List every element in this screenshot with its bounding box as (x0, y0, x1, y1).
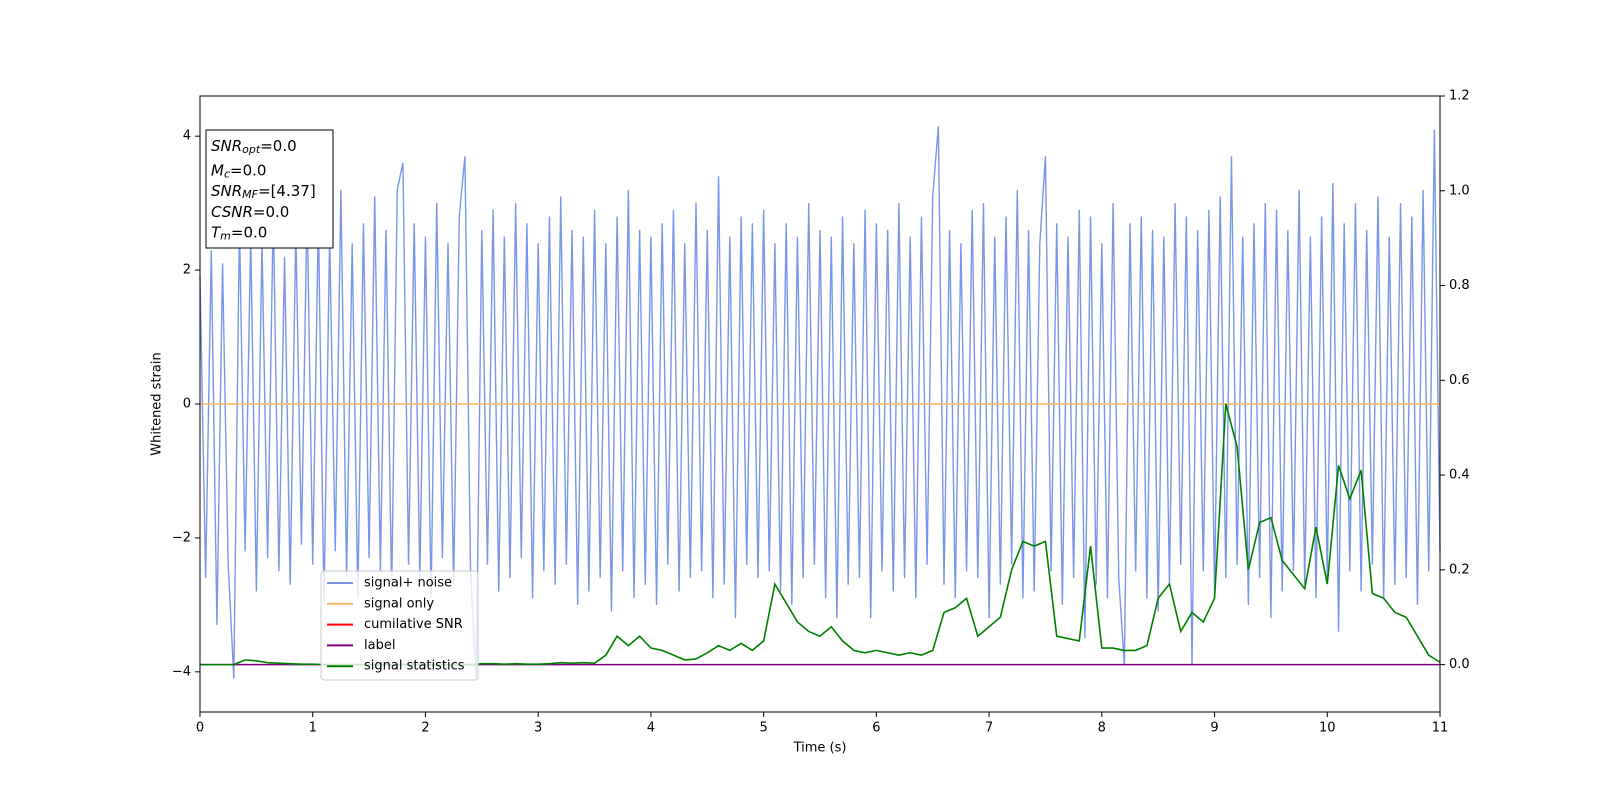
annotation-text: =0.0 (231, 223, 267, 241)
annotation-base: SNR (211, 182, 242, 200)
annotation: Tm=0.0 (211, 223, 267, 243)
x-tick-label: 8 (1098, 721, 1106, 736)
y2-tick-label: 0.8 (1449, 278, 1470, 293)
x-tick-label: 9 (1210, 721, 1218, 736)
annotation-sub: opt (242, 143, 261, 156)
annotation-sub: c (224, 168, 230, 181)
y-tick-label: 2 (183, 263, 191, 278)
x-tick-label: 6 (872, 721, 880, 736)
legend-label: signal only (364, 596, 434, 611)
y-axis-label: Whitened strain (150, 352, 165, 455)
y-tick-label: 4 (183, 129, 191, 144)
annotation-box (205, 129, 334, 249)
x-axis-label: Time (s) (793, 741, 847, 756)
y-tick-label: −4 (172, 664, 191, 679)
x-tick-label: 3 (534, 721, 542, 736)
legend-label: signal statistics (364, 659, 465, 674)
annotation-sub: m (220, 229, 231, 242)
annotation: SNRMF=[4.37] (211, 182, 316, 202)
annotation: SNRopt=0.0 (211, 137, 297, 157)
y2-tick-label: 1.0 (1449, 183, 1470, 198)
x-tick-label: 0 (196, 721, 204, 736)
y-tick-label: 0 (183, 397, 191, 412)
annotation: CSNR=0.0 (211, 202, 289, 220)
series-line (199, 126, 1441, 679)
annotation-text: =0.0 (253, 202, 289, 220)
annotation-text: =0.0 (260, 137, 296, 155)
legend-label: signal+ noise (364, 576, 452, 591)
legend-box (320, 570, 479, 681)
x-tick-label: 11 (1432, 721, 1449, 736)
annotation-text: =0.0 (230, 161, 266, 179)
annotation-base: M (211, 161, 224, 179)
y-tick-label: −2 (172, 530, 191, 545)
y2-tick-label: 0.6 (1449, 373, 1470, 388)
x-tick-label: 7 (985, 721, 993, 736)
legend-label: cumilative SNR (364, 617, 463, 632)
annotation-base: SNR (211, 137, 242, 155)
annotation-base: T (211, 223, 222, 241)
legend-label: label (364, 638, 395, 653)
annotation-base: CSNR (211, 202, 253, 220)
y2-tick-label: 0.0 (1449, 657, 1470, 672)
x-tick-label: 2 (421, 721, 429, 736)
x-tick-label: 4 (647, 721, 655, 736)
annotation: Mc=0.0 (211, 161, 266, 181)
y2-tick-label: 0.2 (1449, 562, 1470, 577)
y2-tick-label: 1.2 (1449, 89, 1470, 104)
annotation-text: =[4.37] (258, 182, 316, 200)
x-tick-label: 10 (1319, 721, 1336, 736)
y2-tick-label: 0.4 (1449, 468, 1470, 483)
x-tick-label: 1 (309, 721, 317, 736)
x-tick-label: 5 (759, 721, 767, 736)
annotation-sub: MF (242, 188, 258, 201)
